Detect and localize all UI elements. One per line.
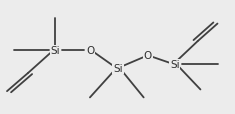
Text: Si: Si: [170, 60, 180, 70]
Text: O: O: [86, 46, 94, 56]
Text: Si: Si: [51, 46, 60, 56]
Text: Si: Si: [113, 63, 123, 73]
Text: O: O: [144, 51, 152, 61]
